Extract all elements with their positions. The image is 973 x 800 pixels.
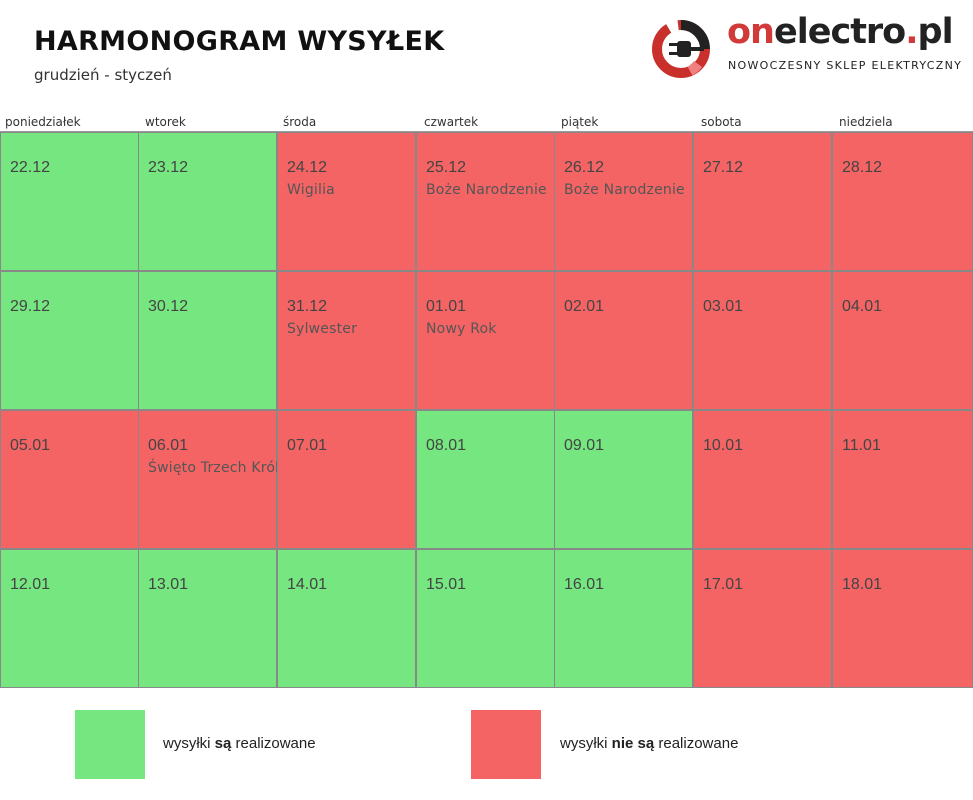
day-header: niedziela [839, 115, 893, 129]
calendar-day-cell: 18.01 [832, 549, 973, 688]
day-date: 06.01 [148, 437, 189, 454]
day-date: 28.12 [842, 159, 883, 176]
day-date: 26.12 [564, 159, 605, 176]
calendar-day-cell: 14.01 [277, 549, 416, 688]
calendar-day-cell: 24.12 Wigilia [277, 132, 416, 271]
day-header: środa [283, 115, 317, 129]
calendar-day-cell: 11.01 [832, 410, 973, 549]
page-subtitle: grudzień - styczeń [34, 66, 172, 84]
day-date: 15.01 [426, 576, 467, 593]
calendar-day-cell: 26.12 Boże Narodzenie [554, 132, 693, 271]
calendar-day-cell: 04.01 [832, 271, 973, 410]
day-date: 25.12 [426, 159, 467, 176]
legend-red-label: wysyłki nie są realizowane [560, 735, 739, 752]
day-header: wtorek [145, 115, 186, 129]
day-date: 08.01 [426, 437, 467, 454]
calendar-day-cell: 01.01 Nowy Rok [416, 271, 555, 410]
day-date: 13.01 [148, 576, 189, 593]
day-date: 18.01 [842, 576, 883, 593]
calendar-day-cell: 03.01 [693, 271, 832, 410]
calendar-day-cell: 30.12 [138, 271, 277, 410]
calendar-day-cell: 05.01 [0, 410, 139, 549]
calendar-day-cell: 17.01 [693, 549, 832, 688]
calendar-day-cell: 10.01 [693, 410, 832, 549]
calendar-day-cell: 27.12 [693, 132, 832, 271]
page-title: HARMONOGRAM WYSYŁEK [34, 26, 445, 57]
logo: onelectro.pl NOWOCZESNY SKLEP ELEKTRYCZN… [650, 12, 961, 78]
day-header: sobota [701, 115, 742, 129]
calendar-day-cell: 31.12 Sylwester [277, 271, 416, 410]
day-date: 05.01 [10, 437, 51, 454]
day-header: poniedziałek [5, 115, 81, 129]
holiday-note: Boże Narodzenie [426, 182, 547, 198]
legend-red-swatch [471, 710, 541, 779]
day-date: 14.01 [287, 576, 328, 593]
calendar-day-cell: 13.01 [138, 549, 277, 688]
holiday-note: Sylwester [287, 321, 358, 337]
calendar-day-cell: 12.01 [0, 549, 139, 688]
day-date: 07.01 [287, 437, 328, 454]
calendar-day-cell: 07.01 [277, 410, 416, 549]
day-date: 29.12 [10, 298, 51, 315]
calendar-day-cell: 15.01 [416, 549, 555, 688]
holiday-note: Boże Narodzenie [564, 182, 685, 198]
holiday-note: Wigilia [287, 182, 335, 198]
day-date: 01.01 [426, 298, 467, 315]
day-date: 11.01 [842, 437, 881, 454]
calendar-day-cell: 28.12 [832, 132, 973, 271]
day-date: 24.12 [287, 159, 328, 176]
day-date: 30.12 [148, 298, 189, 315]
holiday-note: Święto Trzech Króli [148, 460, 284, 476]
calendar-day-cell: 22.12 [0, 132, 139, 271]
day-header: czwartek [424, 115, 479, 129]
day-date: 04.01 [842, 298, 883, 315]
calendar-day-cell: 08.01 [416, 410, 555, 549]
brand-name: onelectro.pl [727, 12, 954, 52]
day-date: 03.01 [703, 298, 744, 315]
calendar-day-cell: 02.01 [554, 271, 693, 410]
day-date: 02.01 [564, 298, 605, 315]
calendar-day-cell: 06.01 Święto Trzech Króli [138, 410, 283, 549]
day-header: piątek [561, 115, 599, 129]
day-date: 17.01 [703, 576, 744, 593]
legend-green-label: wysyłki są realizowane [163, 735, 316, 752]
day-date: 31.12 [287, 298, 328, 315]
day-date: 12.01 [10, 576, 51, 593]
calendar-day-cell: 16.01 [554, 549, 693, 688]
calendar-day-cell: 23.12 [138, 132, 277, 271]
day-date: 09.01 [564, 437, 605, 454]
brand-tagline: NOWOCZESNY SKLEP ELEKTRYCZNY [728, 59, 963, 72]
calendar-day-cell: 29.12 [0, 271, 139, 410]
day-date: 27.12 [703, 159, 744, 176]
legend-green-swatch [75, 710, 145, 779]
plug-logo-icon [652, 20, 710, 78]
day-date: 10.01 [703, 437, 744, 454]
calendar-day-cell: 09.01 [554, 410, 693, 549]
holiday-note: Nowy Rok [426, 321, 497, 337]
day-date: 22.12 [10, 159, 51, 176]
calendar-day-cell: 25.12 Boże Narodzenie [416, 132, 555, 271]
day-date: 23.12 [148, 159, 189, 176]
calendar-grid: 22.12 23.12 24.12 Wigilia 25.12 Boże Narodzen… [0, 131, 973, 688]
day-date: 16.01 [564, 576, 605, 593]
